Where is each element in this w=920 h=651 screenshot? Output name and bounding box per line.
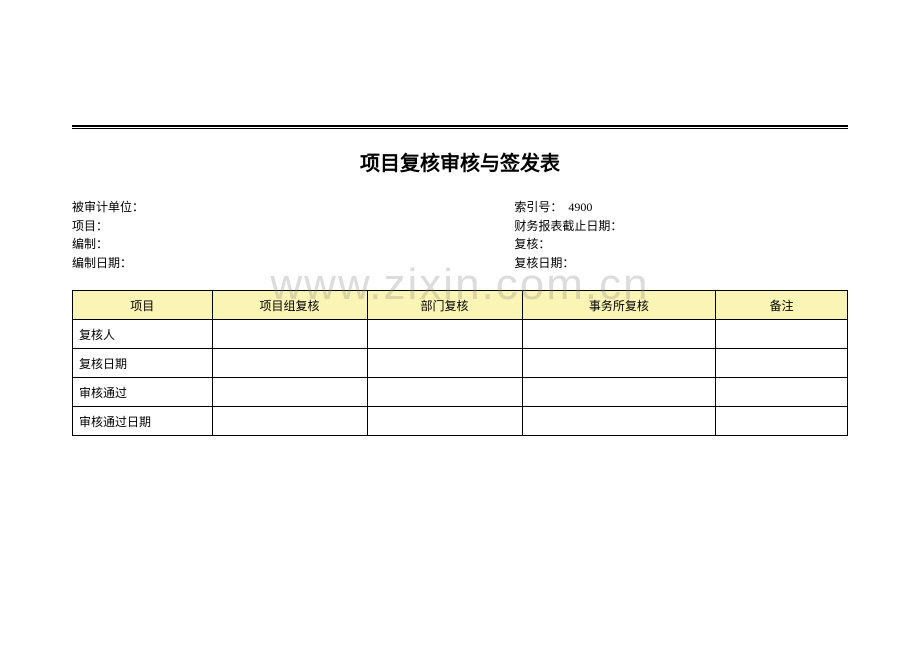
meta-label: 编制日期： xyxy=(72,256,132,270)
cell xyxy=(522,378,716,407)
meta-label: 财务报表截止日期： xyxy=(514,219,622,233)
meta-label: 编制： xyxy=(72,237,108,251)
cell xyxy=(367,378,522,407)
col-header-firm-review: 事务所复核 xyxy=(522,291,716,320)
row-label: 复核日期 xyxy=(73,349,213,378)
cell xyxy=(716,349,848,378)
meta-label: 被审计单位： xyxy=(72,200,144,214)
cell xyxy=(716,407,848,436)
cell xyxy=(212,378,367,407)
row-label: 审核通过日期 xyxy=(73,407,213,436)
meta-label: 索引号： xyxy=(514,200,568,214)
top-divider xyxy=(72,125,848,129)
meta-report-cutoff: 财务报表截止日期： xyxy=(514,217,848,236)
cell xyxy=(522,349,716,378)
cell xyxy=(522,407,716,436)
cell xyxy=(716,378,848,407)
col-header-dept-review: 部门复核 xyxy=(367,291,522,320)
cell xyxy=(212,407,367,436)
cell xyxy=(367,349,522,378)
col-header-remark: 备注 xyxy=(716,291,848,320)
table-row: 审核通过 xyxy=(73,378,848,407)
col-header-team-review: 项目组复核 xyxy=(212,291,367,320)
row-label: 审核通过 xyxy=(73,378,213,407)
document-page: 项目复核审核与签发表 被审计单位： 项目： 编制： 编制日期： 索引号： 490… xyxy=(0,0,920,436)
meta-block: 被审计单位： 项目： 编制： 编制日期： 索引号： 4900 财务报表截止日期：… xyxy=(72,198,848,272)
meta-index-no: 索引号： 4900 xyxy=(514,198,848,217)
cell xyxy=(212,320,367,349)
meta-audited-unit: 被审计单位： xyxy=(72,198,514,217)
cell xyxy=(522,320,716,349)
review-table: 项目 项目组复核 部门复核 事务所复核 备注 复核人 复核日期 xyxy=(72,290,848,436)
table-header-row: 项目 项目组复核 部门复核 事务所复核 备注 xyxy=(73,291,848,320)
meta-left-column: 被审计单位： 项目： 编制： 编制日期： xyxy=(72,198,514,272)
meta-label: 复核： xyxy=(514,237,550,251)
meta-value: 4900 xyxy=(568,200,592,214)
meta-review-date: 复核日期： xyxy=(514,254,848,273)
cell xyxy=(212,349,367,378)
meta-label: 项目： xyxy=(72,219,108,233)
col-header-project: 项目 xyxy=(73,291,213,320)
meta-prepared-by: 编制： xyxy=(72,235,514,254)
row-label: 复核人 xyxy=(73,320,213,349)
cell xyxy=(367,407,522,436)
cell xyxy=(367,320,522,349)
meta-project: 项目： xyxy=(72,217,514,236)
table-row: 复核人 xyxy=(73,320,848,349)
meta-right-column: 索引号： 4900 财务报表截止日期： 复核： 复核日期： xyxy=(514,198,848,272)
meta-label: 复核日期： xyxy=(514,256,574,270)
table-row: 审核通过日期 xyxy=(73,407,848,436)
page-title: 项目复核审核与签发表 xyxy=(72,147,848,176)
meta-prepared-date: 编制日期： xyxy=(72,254,514,273)
meta-reviewed-by: 复核： xyxy=(514,235,848,254)
table-row: 复核日期 xyxy=(73,349,848,378)
cell xyxy=(716,320,848,349)
